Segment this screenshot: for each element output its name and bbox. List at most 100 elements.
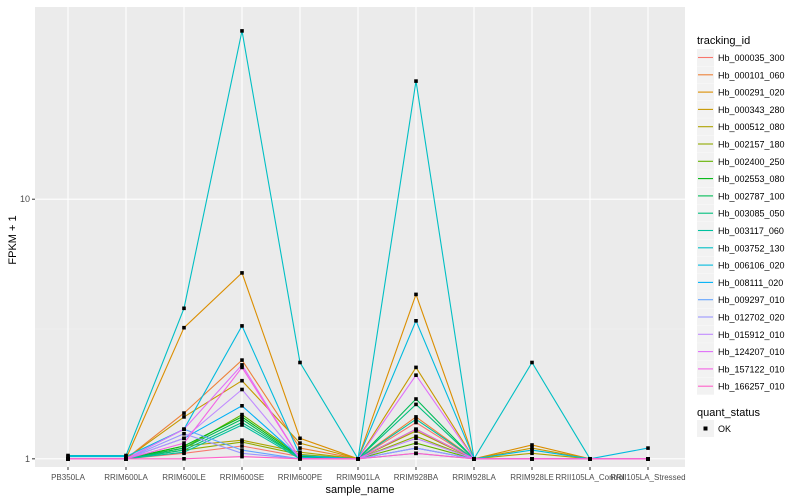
y-axis-title: FPKM + 1 bbox=[7, 215, 19, 264]
x-tick-label: PB350LA bbox=[51, 473, 85, 482]
data-point bbox=[414, 434, 418, 439]
data-point bbox=[182, 441, 186, 445]
data-point bbox=[182, 436, 186, 441]
data-point bbox=[66, 457, 70, 461]
data-point bbox=[66, 454, 70, 459]
data-point bbox=[240, 387, 244, 392]
data-point bbox=[240, 358, 244, 362]
legend-label: Hb_003085_050 bbox=[718, 209, 785, 219]
data-point bbox=[124, 457, 128, 461]
x-axis-title: sample_name bbox=[325, 484, 394, 496]
data-point bbox=[414, 373, 418, 377]
x-axis: PB350LA RRIM600LA RRIM600LE RRIM600SE RRIM60… bbox=[51, 467, 686, 482]
data-point bbox=[298, 360, 302, 365]
data-point bbox=[240, 404, 244, 408]
data-point bbox=[240, 444, 244, 448]
data-point bbox=[182, 457, 186, 461]
data-point bbox=[240, 363, 244, 367]
legend-label: Hb_003117_060 bbox=[718, 226, 784, 236]
legend-label: Hb_166257_010 bbox=[718, 382, 785, 392]
data-point bbox=[182, 411, 186, 415]
data-point bbox=[414, 441, 418, 445]
x-tick-label: RRII105LA_Stressed bbox=[610, 473, 685, 482]
data-point bbox=[414, 420, 418, 425]
data-point bbox=[298, 457, 302, 461]
data-point bbox=[240, 423, 244, 427]
legend-label: Hb_002553_080 bbox=[718, 174, 785, 184]
x-tick-label: RRIM901LA bbox=[336, 473, 380, 482]
data-point bbox=[588, 457, 592, 461]
y-axis: 1 10 bbox=[20, 194, 35, 464]
data-points bbox=[66, 29, 650, 461]
legend-label: Hb_009297_010 bbox=[718, 295, 785, 305]
legend-label: Hb_000343_280 bbox=[718, 105, 785, 115]
data-point bbox=[414, 292, 418, 297]
legend-label: Hb_000035_300 bbox=[718, 53, 785, 63]
data-point bbox=[182, 446, 186, 450]
data-point bbox=[182, 427, 186, 431]
data-point bbox=[646, 446, 650, 450]
data-point bbox=[298, 436, 302, 441]
data-point bbox=[414, 79, 418, 83]
data-point bbox=[240, 365, 244, 370]
data-point bbox=[182, 444, 186, 448]
data-point bbox=[240, 448, 244, 452]
legend-label: Hb_003752_130 bbox=[718, 243, 785, 253]
legend-label: Hb_008111_020 bbox=[718, 278, 783, 288]
data-point bbox=[414, 427, 418, 431]
data-point bbox=[240, 324, 244, 328]
data-point bbox=[182, 448, 186, 452]
legend: tracking_id Hb_000035_300 Hb_000101_060 Hb… bbox=[697, 35, 785, 437]
x-tick-label: RRIM600SE bbox=[220, 473, 264, 482]
x-tick-label: RRIM928LE bbox=[510, 473, 554, 482]
legend-label: Hb_124207_010 bbox=[718, 347, 785, 357]
data-point bbox=[240, 440, 244, 444]
legend-label: Hb_000512_080 bbox=[718, 122, 785, 132]
data-point bbox=[240, 454, 244, 459]
data-point bbox=[182, 450, 186, 454]
data-point bbox=[414, 402, 418, 407]
data-point bbox=[298, 446, 302, 450]
legend-title: tracking_id bbox=[697, 35, 750, 47]
x-tick-label: RRII105LA_Control bbox=[555, 473, 625, 482]
data-point bbox=[240, 438, 244, 442]
data-point bbox=[472, 457, 476, 461]
data-point bbox=[414, 397, 418, 401]
data-point bbox=[298, 441, 302, 445]
legend-label: Hb_000101_060 bbox=[718, 70, 785, 80]
data-point bbox=[414, 365, 418, 370]
legend-label: Hb_002787_100 bbox=[718, 191, 785, 201]
data-point bbox=[646, 457, 650, 461]
data-point bbox=[182, 415, 186, 419]
data-point bbox=[530, 448, 534, 452]
data-point bbox=[124, 454, 128, 459]
data-point bbox=[240, 420, 244, 425]
data-point bbox=[240, 412, 244, 417]
x-tick-label: RRIM600LA bbox=[104, 473, 148, 482]
data-point bbox=[240, 451, 244, 456]
data-point bbox=[240, 271, 244, 275]
x-tick-label: RRIM928LA bbox=[452, 473, 496, 482]
legend-label: Hb_000291_020 bbox=[718, 88, 785, 98]
legend-label: Hb_002400_250 bbox=[718, 157, 785, 167]
data-point bbox=[240, 29, 244, 33]
data-point bbox=[240, 415, 244, 419]
data-point bbox=[414, 415, 418, 419]
legend-label: Hb_012702_020 bbox=[718, 313, 785, 323]
legend-label: Hb_157122_010 bbox=[718, 364, 785, 374]
data-point bbox=[530, 446, 534, 450]
data-point bbox=[182, 431, 186, 436]
status-legend-title: quant_status bbox=[697, 407, 760, 419]
data-point bbox=[414, 319, 418, 323]
x-tick-label: RRIM928BA bbox=[394, 473, 439, 482]
grid-major bbox=[35, 7, 685, 467]
data-point bbox=[240, 378, 244, 383]
x-tick-label: RRIM600LE bbox=[162, 473, 206, 482]
status-legend-point bbox=[703, 426, 708, 431]
y-tick-label: 10 bbox=[20, 194, 30, 204]
data-point bbox=[530, 457, 534, 461]
data-point bbox=[182, 325, 186, 330]
legend-label: Hb_015912_010 bbox=[718, 330, 785, 340]
data-point bbox=[530, 360, 534, 365]
